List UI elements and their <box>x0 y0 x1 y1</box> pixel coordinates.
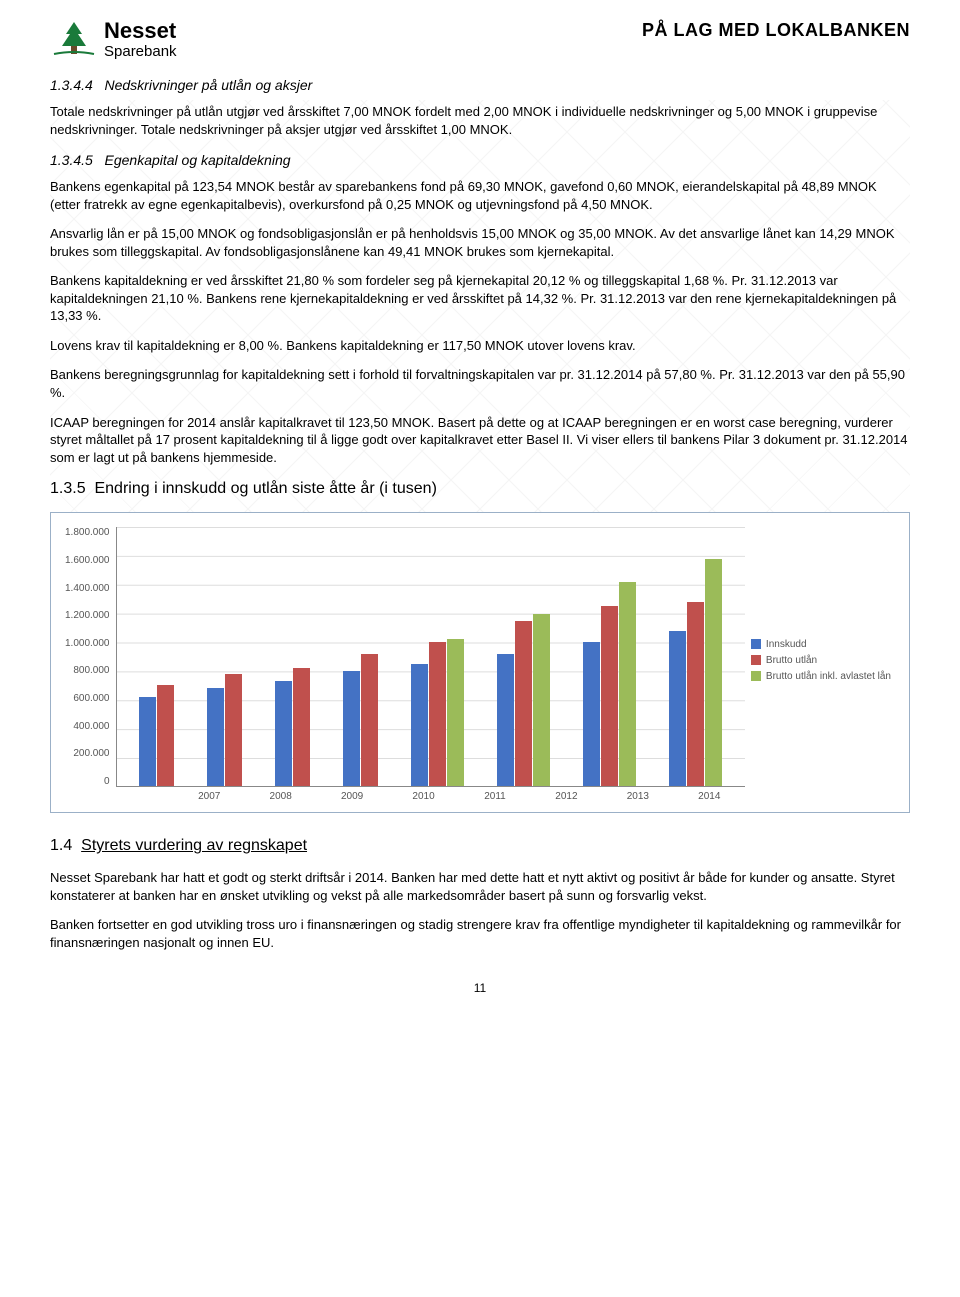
section-1345-p3: Bankens kapitaldekning er ved årsskiftet… <box>50 272 910 325</box>
legend-item: Innskudd <box>751 639 891 650</box>
page-number: 11 <box>50 981 910 995</box>
legend-swatch <box>751 639 761 649</box>
bar <box>601 606 618 786</box>
y-tick-label: 1.600.000 <box>65 555 110 566</box>
x-tick-label: 2011 <box>459 787 530 802</box>
section-14-heading: 1.4 Styrets vurdering av regnskapet <box>50 837 910 855</box>
bar <box>411 664 428 786</box>
bar <box>619 582 636 786</box>
bar <box>705 559 722 786</box>
legend-swatch <box>751 655 761 665</box>
bar-group <box>411 527 464 786</box>
logo-main-text: Nesset <box>104 20 177 42</box>
bar-group <box>275 527 310 786</box>
bar <box>361 654 378 786</box>
chart-x-axis: 20072008200920102011201220132014 <box>174 787 746 802</box>
bar-group <box>583 527 636 786</box>
x-tick-label: 2010 <box>388 787 459 802</box>
section-1345-p6: ICAAP beregningen for 2014 anslår kapita… <box>50 414 910 467</box>
y-tick-label: 0 <box>104 776 110 787</box>
section-1345-heading: 1.3.4.5 Egenkapital og kapitaldekning <box>50 152 910 168</box>
page-header: Nesset Sparebank PÅ LAG MED LOKALBANKEN <box>50 20 910 59</box>
section-14-p2: Banken fortsetter en god utvikling tross… <box>50 916 910 951</box>
chart-plot <box>116 527 746 787</box>
bar <box>275 681 292 786</box>
bar <box>583 642 600 786</box>
bar <box>687 602 704 786</box>
bar <box>343 671 360 786</box>
bar-group <box>669 527 722 786</box>
y-tick-label: 400.000 <box>73 721 109 732</box>
y-tick-label: 1.200.000 <box>65 610 110 621</box>
section-1345-p2: Ansvarlig lån er på 15,00 MNOK og fondso… <box>50 225 910 260</box>
section-1344-heading: 1.3.4.4 Nedskrivninger på utlån og aksje… <box>50 77 910 93</box>
bar <box>533 614 550 787</box>
x-tick-label: 2012 <box>531 787 602 802</box>
bar-group <box>207 527 242 786</box>
legend-label: Brutto utlån <box>766 655 817 666</box>
section-1345-p5: Bankens beregningsgrunnlag for kapitalde… <box>50 366 910 401</box>
x-tick-label: 2009 <box>316 787 387 802</box>
section-1344-p1: Totale nedskrivninger på utlån utgjør ve… <box>50 103 910 138</box>
section-1345-p4: Lovens krav til kapitaldekning er 8,00 %… <box>50 337 910 355</box>
legend-label: Brutto utlån inkl. avlastet lån <box>766 671 891 682</box>
bar <box>429 642 446 786</box>
bar <box>497 654 514 786</box>
logo-sub-text: Sparebank <box>104 44 177 59</box>
y-tick-label: 200.000 <box>73 748 109 759</box>
chart-y-axis: 1.800.000 1.600.000 1.400.000 1.200.000 1.00… <box>65 527 116 787</box>
bar-group <box>139 527 174 786</box>
section-14-p1: Nesset Sparebank har hatt et godt og ste… <box>50 869 910 904</box>
legend-swatch <box>751 671 761 681</box>
bar <box>293 668 310 786</box>
x-tick-label: 2014 <box>674 787 745 802</box>
bar <box>225 674 242 786</box>
slogan-text: PÅ LAG MED LOKALBANKEN <box>642 20 910 41</box>
bar <box>515 621 532 786</box>
tree-icon <box>50 20 98 58</box>
legend-item: Brutto utlån <box>751 655 891 666</box>
section-1345-p1: Bankens egenkapital på 123,54 MNOK bestå… <box>50 178 910 213</box>
bar <box>447 639 464 786</box>
y-tick-label: 1.400.000 <box>65 583 110 594</box>
bar <box>207 688 224 786</box>
y-tick-label: 800.000 <box>73 665 109 676</box>
chart-legend: Innskudd Brutto utlån Brutto utlån inkl. a… <box>751 639 891 687</box>
y-tick-label: 1.000.000 <box>65 638 110 649</box>
bar-group <box>343 527 378 786</box>
y-tick-label: 1.800.000 <box>65 527 110 538</box>
bar <box>669 631 686 786</box>
section-135-heading: 1.3.5 Endring i innskudd og utlån siste … <box>50 480 910 498</box>
legend-item: Brutto utlån inkl. avlastet lån <box>751 671 891 682</box>
y-tick-label: 600.000 <box>73 693 109 704</box>
legend-label: Innskudd <box>766 639 807 650</box>
x-tick-label: 2008 <box>245 787 316 802</box>
bar-group <box>497 527 550 786</box>
x-tick-label: 2007 <box>174 787 245 802</box>
x-tick-label: 2013 <box>602 787 673 802</box>
bar <box>157 685 174 786</box>
bar-chart: 1.800.000 1.600.000 1.400.000 1.200.000 1.00… <box>50 512 910 813</box>
bar <box>139 697 156 786</box>
logo-left: Nesset Sparebank <box>50 20 177 59</box>
